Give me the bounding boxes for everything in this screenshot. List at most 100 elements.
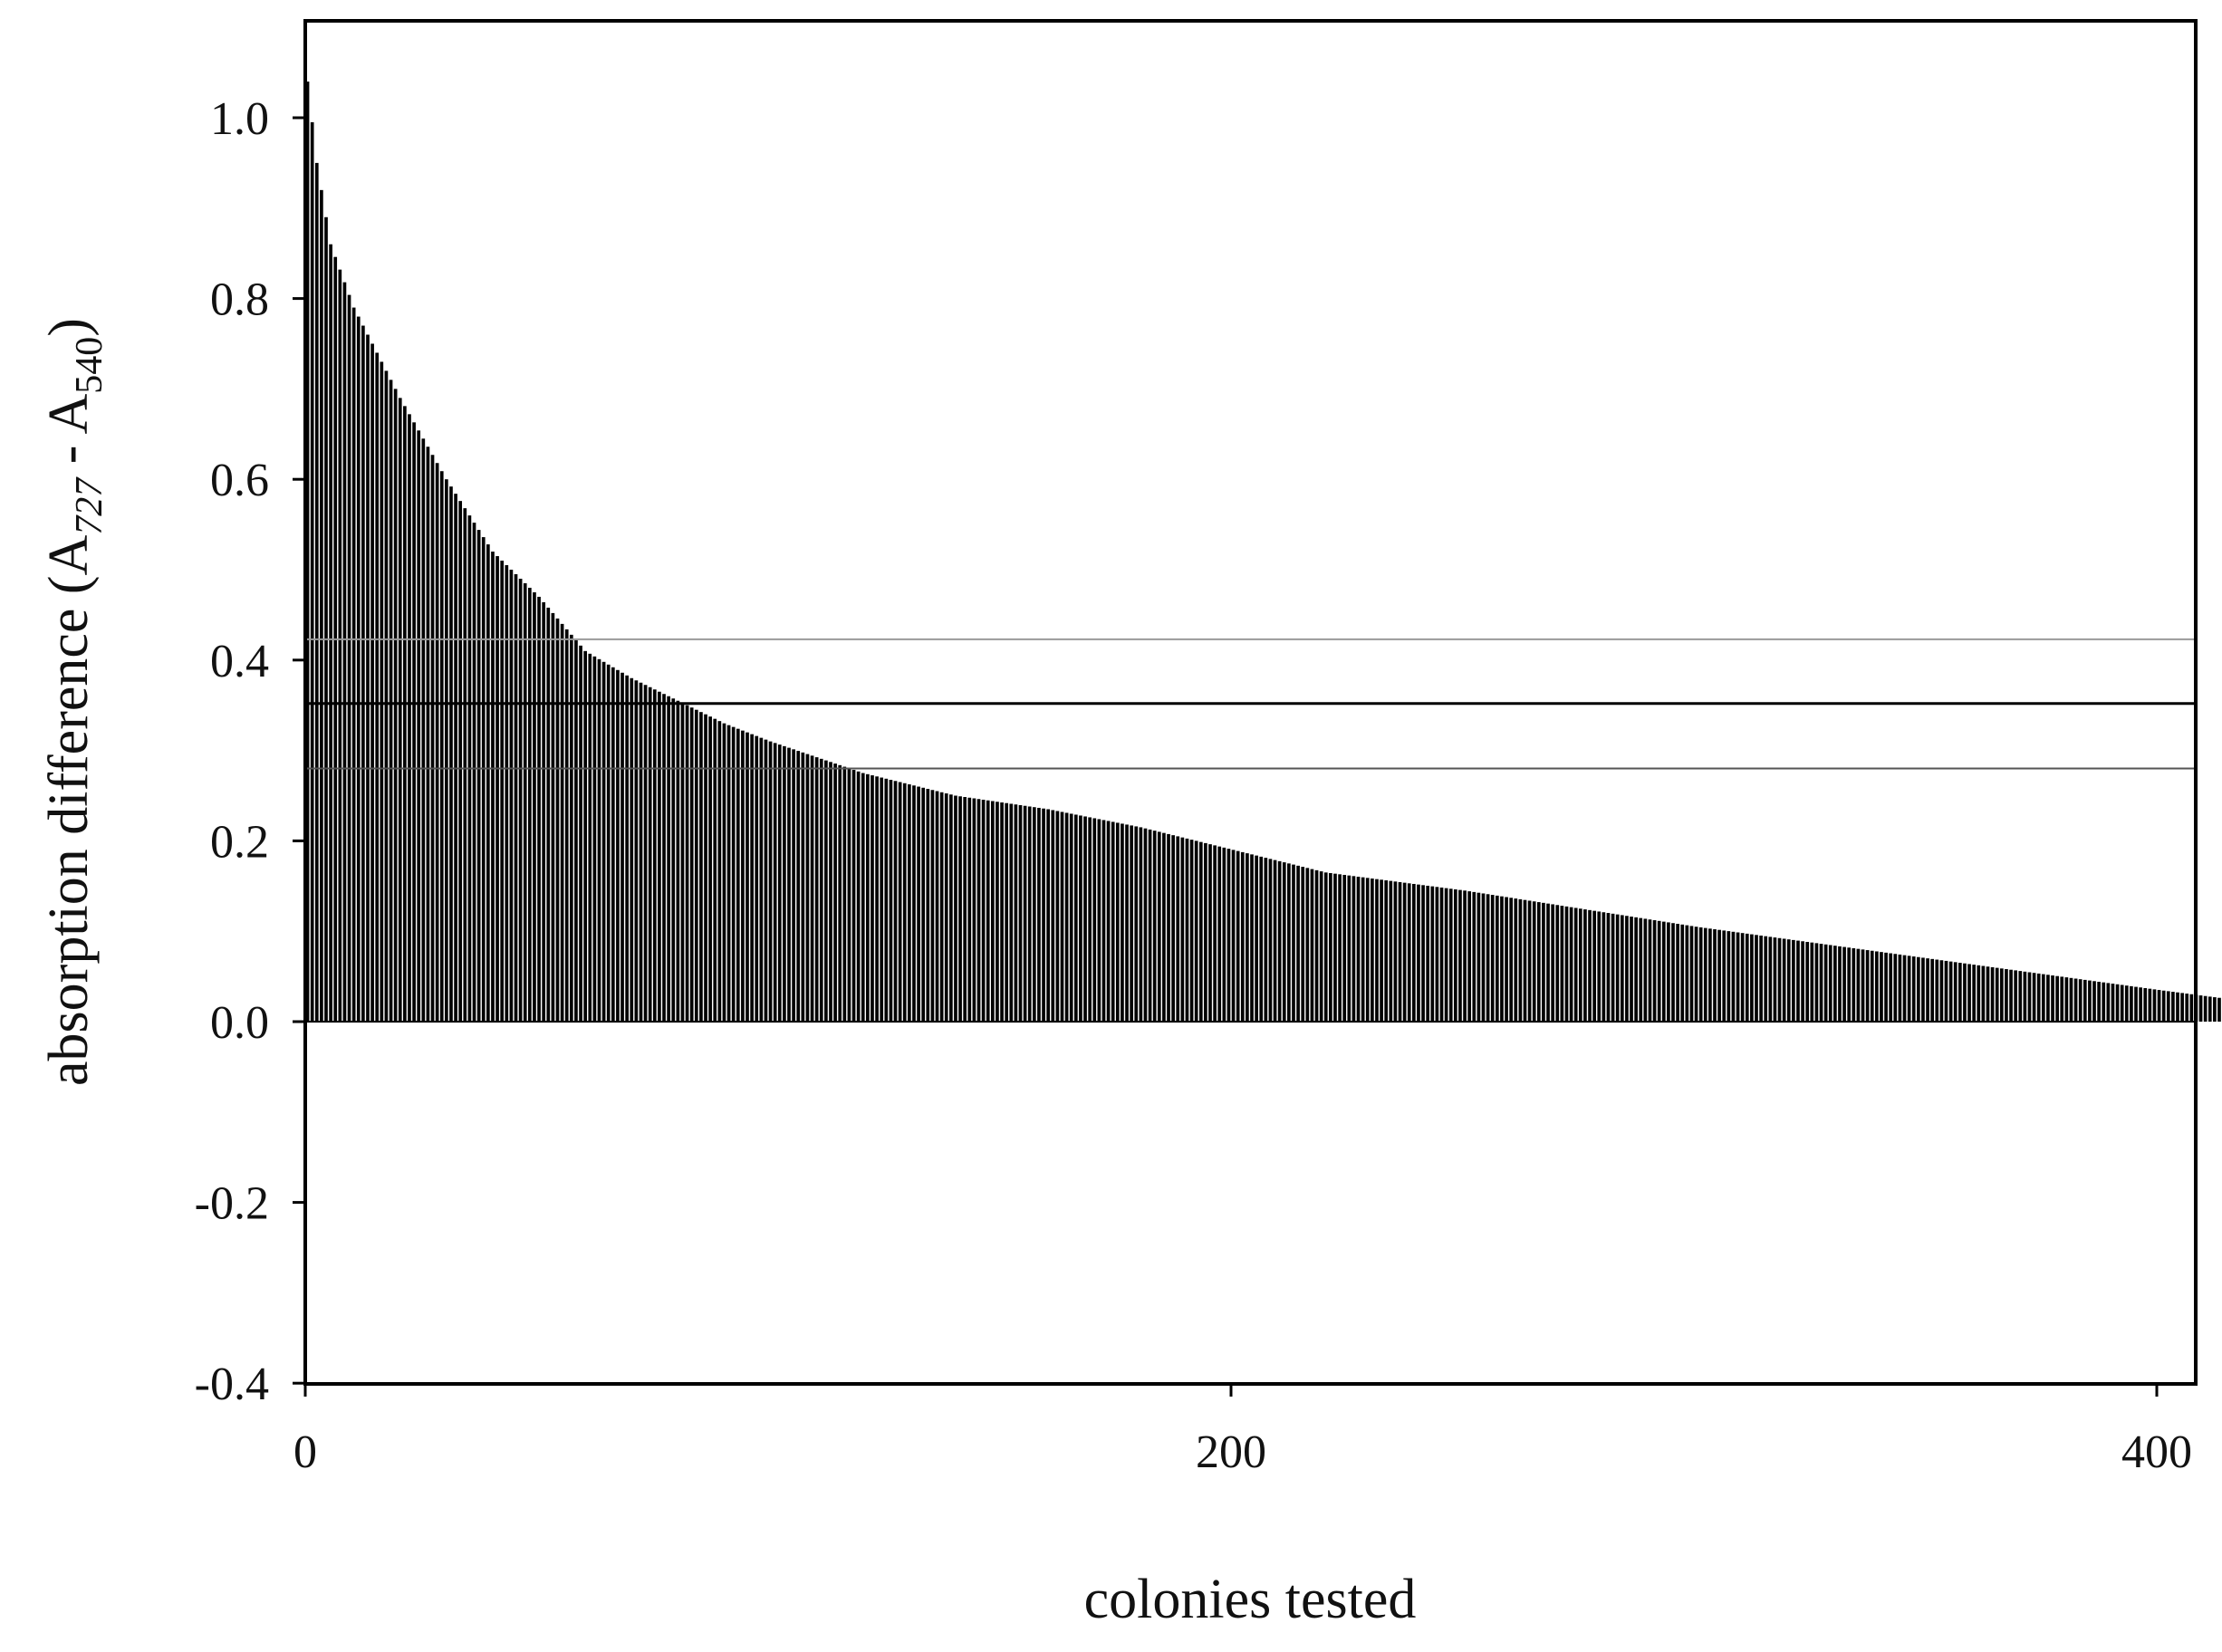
bar bbox=[574, 639, 578, 1022]
bar bbox=[1380, 879, 1383, 1022]
bar bbox=[2139, 987, 2142, 1022]
bar bbox=[2036, 973, 2041, 1022]
bar bbox=[2092, 981, 2096, 1022]
bar bbox=[1481, 893, 1486, 1022]
bar bbox=[1527, 900, 1532, 1022]
bar bbox=[1148, 829, 1152, 1022]
y-tick-label: -0.4 bbox=[195, 1359, 269, 1410]
bar bbox=[481, 537, 486, 1022]
bar bbox=[1911, 956, 1916, 1022]
bar bbox=[542, 601, 546, 1022]
bar bbox=[1287, 863, 1291, 1022]
bar bbox=[1977, 965, 1981, 1022]
bar bbox=[792, 749, 795, 1022]
bar bbox=[1412, 883, 1416, 1022]
bar bbox=[601, 661, 606, 1022]
bar bbox=[2073, 978, 2078, 1022]
bar bbox=[991, 801, 995, 1022]
bar bbox=[648, 687, 652, 1022]
bar bbox=[439, 471, 444, 1022]
bar bbox=[652, 689, 657, 1022]
bar bbox=[1073, 814, 1078, 1022]
bar bbox=[1189, 840, 1194, 1022]
bar bbox=[449, 486, 453, 1022]
bar bbox=[342, 282, 347, 1022]
bar bbox=[2208, 996, 2212, 1022]
bar bbox=[1963, 963, 1967, 1022]
bar bbox=[1514, 898, 1518, 1022]
bar bbox=[2041, 974, 2045, 1022]
bar bbox=[1838, 946, 1842, 1022]
bar-series bbox=[305, 82, 2221, 1023]
bar bbox=[1088, 817, 1092, 1022]
bar bbox=[1921, 957, 1925, 1022]
bar bbox=[1472, 891, 1477, 1022]
bar bbox=[310, 121, 314, 1023]
bar bbox=[2152, 989, 2157, 1022]
bar bbox=[1060, 812, 1064, 1022]
y-tick-label: 0.4 bbox=[210, 636, 269, 687]
bar bbox=[1204, 842, 1207, 1022]
bar bbox=[1092, 818, 1097, 1022]
bar bbox=[1439, 887, 1444, 1022]
bar bbox=[324, 216, 328, 1022]
bar bbox=[1421, 885, 1425, 1022]
bar bbox=[1130, 825, 1133, 1022]
bar bbox=[2088, 980, 2092, 1022]
bar bbox=[1796, 940, 1800, 1022]
bar bbox=[1097, 819, 1101, 1022]
bar bbox=[750, 734, 754, 1022]
bar bbox=[2005, 969, 2008, 1022]
bar bbox=[736, 728, 740, 1022]
bar bbox=[2213, 997, 2217, 1022]
y-axis: 1.0 0.8 0.6 0.4 0.2 0.0 -0.2 -0.4 bbox=[195, 93, 305, 1410]
bar bbox=[1578, 908, 1582, 1022]
bar bbox=[1407, 883, 1411, 1022]
bar bbox=[1685, 925, 1689, 1022]
bar bbox=[500, 561, 505, 1022]
bar bbox=[1990, 966, 1995, 1022]
bar bbox=[1717, 929, 1721, 1022]
bar bbox=[2060, 976, 2064, 1022]
bar bbox=[2097, 981, 2101, 1022]
bar bbox=[1351, 876, 1356, 1022]
bar bbox=[1573, 908, 1578, 1022]
bar bbox=[421, 438, 426, 1022]
bar bbox=[1398, 881, 1402, 1022]
bar bbox=[939, 792, 944, 1022]
bar bbox=[1745, 933, 1749, 1022]
bar bbox=[1134, 826, 1139, 1022]
bar bbox=[833, 764, 837, 1022]
bar bbox=[1176, 836, 1180, 1022]
bar bbox=[1606, 913, 1611, 1022]
bar bbox=[847, 768, 851, 1022]
bar bbox=[1948, 961, 1953, 1022]
bar bbox=[1347, 875, 1351, 1022]
bar bbox=[1023, 805, 1027, 1022]
bar bbox=[2023, 971, 2027, 1022]
bar bbox=[2217, 997, 2221, 1022]
bar bbox=[1773, 937, 1777, 1022]
bar bbox=[1602, 912, 1606, 1022]
y-axis-title-mid: - A bbox=[38, 393, 100, 477]
bar bbox=[1393, 881, 1398, 1022]
bar bbox=[842, 766, 847, 1022]
bar bbox=[1782, 938, 1786, 1022]
bar bbox=[1305, 868, 1310, 1022]
bar bbox=[1277, 860, 1282, 1022]
bar bbox=[1417, 884, 1420, 1022]
bar bbox=[1356, 876, 1361, 1022]
bar bbox=[1930, 958, 1935, 1022]
bar bbox=[454, 494, 457, 1022]
bar bbox=[1639, 917, 1643, 1022]
bar bbox=[1676, 924, 1679, 1022]
bar bbox=[1551, 904, 1554, 1022]
y-axis-title-suffix: ) bbox=[38, 318, 100, 337]
bar bbox=[1615, 914, 1620, 1022]
y-tick-label: 1.0 bbox=[210, 93, 269, 145]
bar bbox=[320, 189, 323, 1023]
bar bbox=[717, 721, 722, 1022]
bar bbox=[1365, 878, 1370, 1022]
bar bbox=[1198, 841, 1203, 1022]
